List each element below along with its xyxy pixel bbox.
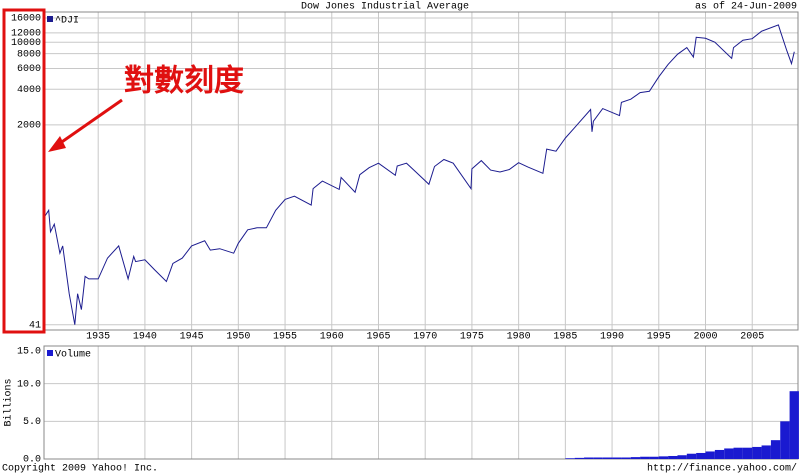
volume-bar <box>668 455 678 459</box>
y-tick-label: 8000 <box>17 49 41 60</box>
volume-bar <box>649 456 659 459</box>
volume-bar <box>574 457 585 459</box>
y-tick-label: 15.0 <box>17 347 41 358</box>
x-tick-label: 1995 <box>647 332 671 343</box>
volume-bar <box>714 449 725 459</box>
y-tick-label: 6000 <box>17 64 41 75</box>
y-tick-label: 41 <box>29 320 41 331</box>
x-tick-label: 1990 <box>600 332 624 343</box>
volume-bar <box>761 445 771 459</box>
volume-bar <box>696 452 706 459</box>
y-tick-label: 2000 <box>17 121 41 132</box>
y-tick-label: 5.0 <box>23 417 41 428</box>
y-tick-label: 10000 <box>11 38 41 49</box>
x-tick-label: 1970 <box>413 332 437 343</box>
volume-bar <box>724 448 734 459</box>
annotation-arrow <box>55 98 123 148</box>
source-url: http://finance.yahoo.com/ <box>647 463 797 475</box>
x-tick-label: 1955 <box>273 332 297 343</box>
volume-bar <box>565 458 575 459</box>
y-tick-label: 12000 <box>11 28 41 39</box>
volume-bar <box>677 455 687 459</box>
volume-bar <box>780 421 790 459</box>
x-tick-label: 1980 <box>507 332 531 343</box>
volume-bar <box>602 457 613 459</box>
volume-bar <box>789 391 799 459</box>
volume-bar <box>742 447 753 459</box>
volume-bar <box>733 447 743 459</box>
annotation: 對數刻度 <box>124 64 244 99</box>
legend-label: Volume <box>55 349 91 361</box>
chart-title: Dow Jones Industrial Average <box>301 1 469 13</box>
x-tick-label: 1975 <box>460 332 484 343</box>
volume-bar <box>621 457 631 459</box>
y-tick-label: 0.0 <box>23 455 41 466</box>
y-tick-label: 16000 <box>11 14 41 25</box>
volume-bar <box>686 453 697 459</box>
legend-label: ^DJI <box>55 16 79 27</box>
volume-bar <box>584 457 594 459</box>
x-tick-label: 1965 <box>366 332 390 343</box>
volume-bar <box>640 456 650 459</box>
x-tick-label: 1950 <box>226 332 250 343</box>
x-tick-label: 1935 <box>86 332 110 343</box>
price-line <box>43 24 795 325</box>
volume-bar <box>705 451 715 459</box>
x-tick-label: 1940 <box>133 332 157 343</box>
volume-bar <box>630 457 641 459</box>
y-tick-label: 4000 <box>17 85 41 96</box>
y-tick-label: 10.0 <box>17 379 41 390</box>
x-tick-label: 1960 <box>320 332 344 343</box>
plot-frame <box>43 345 799 460</box>
annotation-arrowhead <box>48 136 66 152</box>
volume-bar <box>752 446 762 459</box>
x-tick-label: 1945 <box>180 332 204 343</box>
axis-highlight <box>2 8 46 334</box>
copyright: Copyright 2009 Yahoo! Inc. <box>2 463 158 475</box>
chart-subtitle: as of 24-Jun-2009 <box>695 1 797 13</box>
volume-bar <box>593 457 603 459</box>
y-axis-label: Billions <box>3 378 15 426</box>
legend-swatch <box>47 16 53 22</box>
volume-bar <box>612 457 622 459</box>
x-tick-label: 2000 <box>693 332 717 343</box>
x-tick-label: 1985 <box>553 332 577 343</box>
legend-swatch <box>47 350 53 356</box>
volume-bar <box>658 456 669 459</box>
x-tick-label: 2005 <box>740 332 764 343</box>
volume-bar <box>770 440 781 459</box>
plot-frame <box>43 11 799 331</box>
